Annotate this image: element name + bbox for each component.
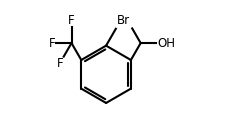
- Text: F: F: [56, 57, 63, 70]
- Text: Br: Br: [116, 14, 130, 27]
- Text: F: F: [49, 37, 55, 50]
- Text: F: F: [68, 14, 75, 27]
- Text: OH: OH: [157, 37, 175, 50]
